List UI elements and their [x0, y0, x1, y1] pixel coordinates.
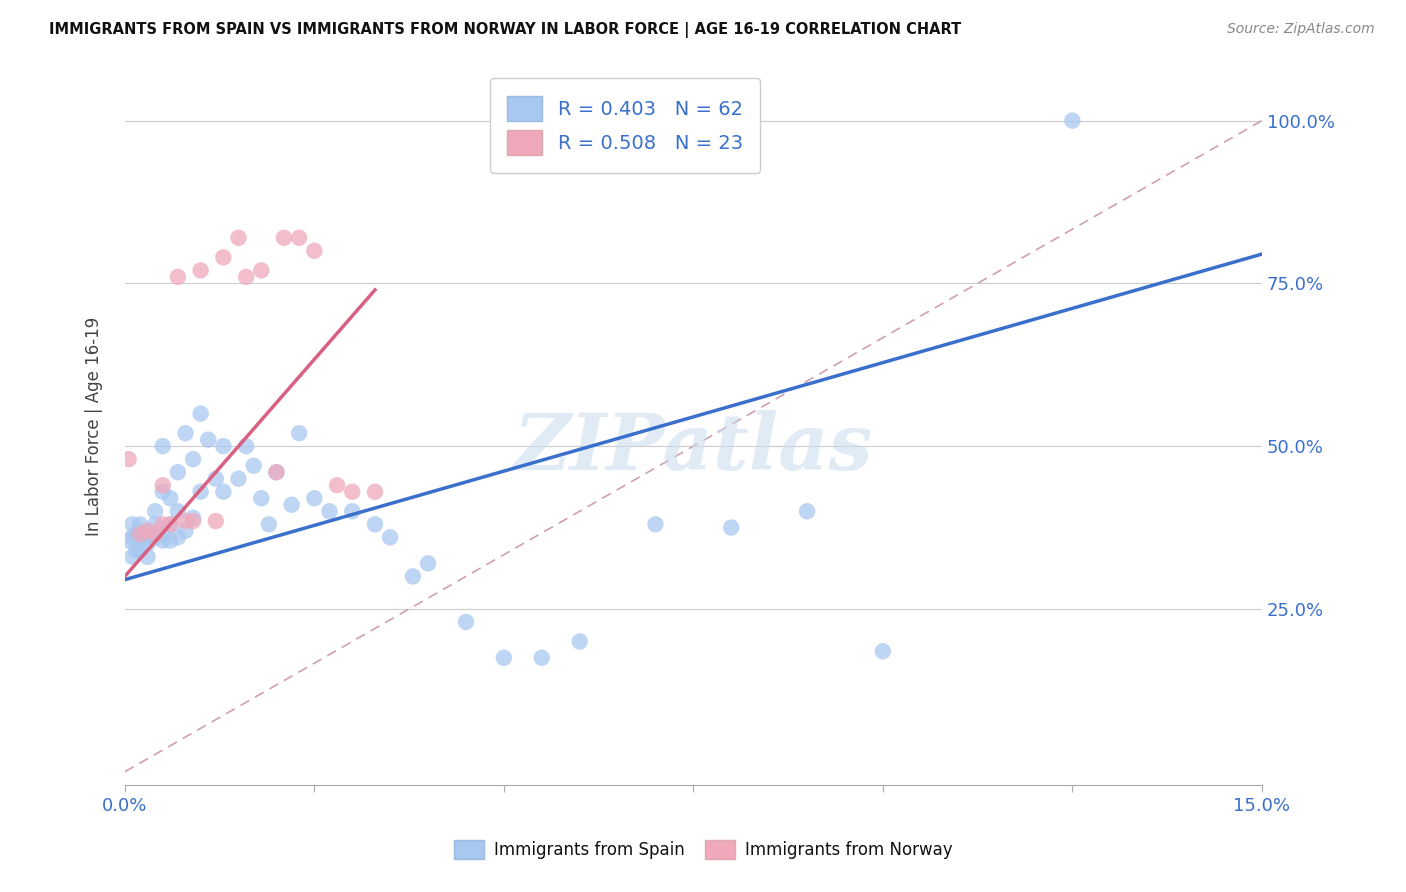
Point: [326, 478, 349, 492]
Point: [250, 263, 273, 277]
Point: [796, 504, 818, 518]
Point: [266, 465, 288, 479]
Point: [212, 439, 235, 453]
Point: [212, 484, 235, 499]
Point: [152, 484, 174, 499]
Point: [129, 533, 152, 548]
Point: [121, 530, 143, 544]
Point: [190, 407, 212, 421]
Point: [121, 517, 143, 532]
Point: [125, 527, 148, 541]
Point: [378, 530, 401, 544]
Point: [136, 537, 159, 551]
Point: [129, 517, 152, 532]
Point: [174, 524, 197, 538]
Point: [167, 465, 190, 479]
Point: [117, 452, 139, 467]
Point: [129, 527, 152, 541]
Point: [568, 634, 591, 648]
Point: [136, 524, 159, 538]
Point: [304, 491, 326, 506]
Point: [136, 549, 159, 564]
Point: [152, 527, 174, 541]
Point: [136, 524, 159, 538]
Point: [129, 543, 152, 558]
Point: [228, 472, 250, 486]
Point: [167, 530, 190, 544]
Point: [318, 504, 340, 518]
Point: [235, 439, 257, 453]
Point: [242, 458, 264, 473]
Point: [235, 269, 257, 284]
Point: [416, 557, 439, 571]
Point: [342, 504, 364, 518]
Point: [342, 484, 364, 499]
Legend: Immigrants from Spain, Immigrants from Norway: Immigrants from Spain, Immigrants from N…: [446, 831, 960, 868]
Point: [720, 520, 742, 534]
Point: [159, 533, 181, 548]
Text: IMMIGRANTS FROM SPAIN VS IMMIGRANTS FROM NORWAY IN LABOR FORCE | AGE 16-19 CORRE: IMMIGRANTS FROM SPAIN VS IMMIGRANTS FROM…: [49, 22, 962, 38]
Point: [152, 439, 174, 453]
Point: [257, 517, 280, 532]
Point: [364, 517, 387, 532]
Point: [174, 514, 197, 528]
Point: [266, 465, 288, 479]
Point: [143, 527, 166, 541]
Point: [1062, 113, 1084, 128]
Point: [159, 517, 181, 532]
Point: [181, 452, 204, 467]
Point: [117, 533, 139, 548]
Point: [204, 514, 226, 528]
Point: [280, 498, 302, 512]
Point: [152, 478, 174, 492]
Text: ZIPatlas: ZIPatlas: [513, 410, 873, 486]
Point: [492, 650, 515, 665]
Point: [167, 269, 190, 284]
Point: [129, 530, 152, 544]
Point: [136, 530, 159, 544]
Point: [402, 569, 425, 583]
Point: [288, 231, 311, 245]
Y-axis label: In Labor Force | Age 16-19: In Labor Force | Age 16-19: [86, 317, 103, 536]
Point: [273, 231, 295, 245]
Point: [125, 543, 148, 558]
Point: [143, 517, 166, 532]
Point: [152, 533, 174, 548]
Point: [250, 491, 273, 506]
Point: [159, 517, 181, 532]
Point: [644, 517, 666, 532]
Point: [454, 615, 477, 629]
Point: [143, 530, 166, 544]
Point: [159, 491, 181, 506]
Point: [167, 504, 190, 518]
Point: [190, 484, 212, 499]
Legend: R = 0.403   N = 62, R = 0.508   N = 23: R = 0.403 N = 62, R = 0.508 N = 23: [489, 78, 761, 173]
Point: [181, 510, 204, 524]
Point: [174, 426, 197, 441]
Point: [228, 231, 250, 245]
Point: [121, 549, 143, 564]
Point: [288, 426, 311, 441]
Point: [152, 517, 174, 532]
Point: [181, 514, 204, 528]
Point: [530, 650, 553, 665]
Point: [872, 644, 894, 658]
Point: [197, 433, 219, 447]
Point: [304, 244, 326, 258]
Point: [212, 251, 235, 265]
Text: Source: ZipAtlas.com: Source: ZipAtlas.com: [1227, 22, 1375, 37]
Point: [143, 504, 166, 518]
Point: [204, 472, 226, 486]
Point: [129, 524, 152, 538]
Point: [190, 263, 212, 277]
Point: [364, 484, 387, 499]
